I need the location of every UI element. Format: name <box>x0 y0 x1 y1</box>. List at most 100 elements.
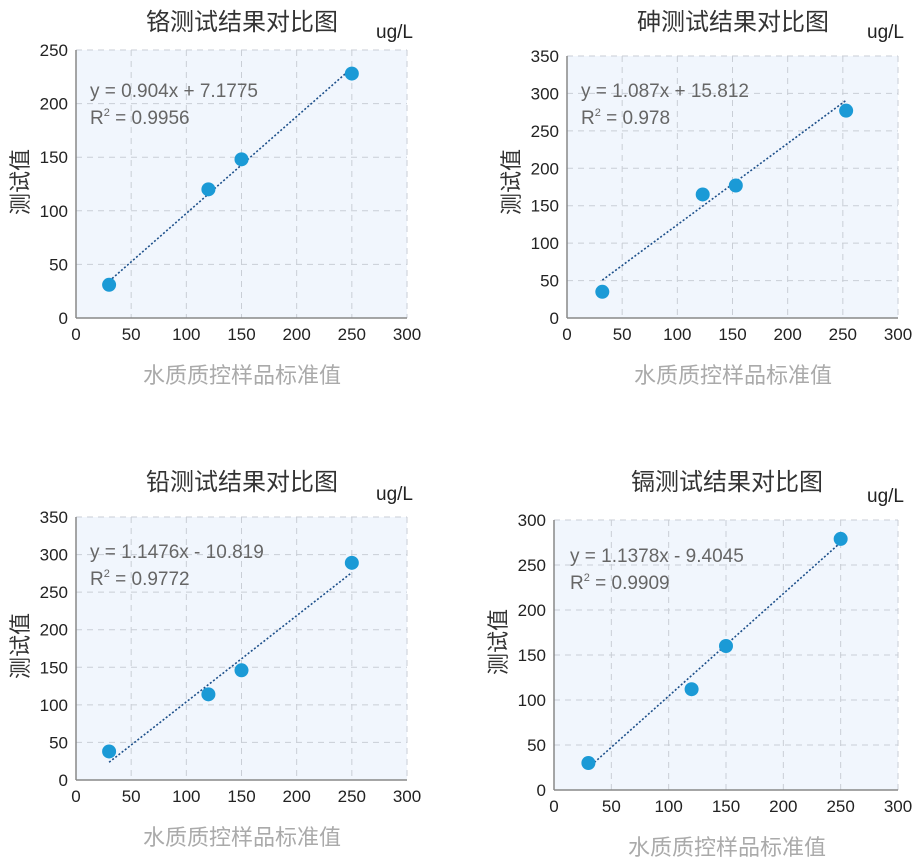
x-tick-label: 200 <box>773 325 801 344</box>
x-tick-label: 250 <box>338 787 366 806</box>
x-tick-label: 0 <box>562 325 571 344</box>
trendline <box>587 541 842 769</box>
y-tick-label: 350 <box>531 47 559 66</box>
y-tick-label: 50 <box>540 272 559 291</box>
x-tick-label: 300 <box>393 325 421 344</box>
data-point <box>102 277 117 292</box>
x-tick-label: 100 <box>654 797 682 816</box>
x-tick-label: 200 <box>282 787 310 806</box>
y-tick-label: 300 <box>518 511 546 530</box>
r-squared: R2 = 0.9909 <box>570 572 670 594</box>
y-tick-label: 250 <box>40 583 68 602</box>
data-point <box>839 103 854 118</box>
y-tick-label: 200 <box>518 601 546 620</box>
trendline <box>108 67 353 282</box>
x-tick-label: 150 <box>227 325 255 344</box>
data-point <box>234 663 249 678</box>
y-tick-label: 0 <box>537 781 546 800</box>
x-axis-label: 水质质控样品标准值 <box>142 364 342 389</box>
chart-title: 砷测试结果对比图 <box>637 8 829 36</box>
y-tick-label: 100 <box>531 234 559 253</box>
x-tick-label: 250 <box>826 797 854 816</box>
data-point <box>695 187 710 202</box>
x-tick-label: 150 <box>718 325 746 344</box>
chart-title: 镉测试结果对比图 <box>631 468 823 496</box>
data-point <box>344 66 359 81</box>
data-point <box>719 639 733 653</box>
x-tick-label: 0 <box>549 797 558 816</box>
y-tick-label: 150 <box>531 197 559 216</box>
y-tick-label: 150 <box>40 148 68 167</box>
x-tick-label: 100 <box>663 325 691 344</box>
x-tick-label: 300 <box>393 787 421 806</box>
x-tick-label: 50 <box>122 787 141 806</box>
trend-equation: y = 1.087x + 15.812 <box>581 81 749 102</box>
x-tick-label: 0 <box>71 325 80 344</box>
y-tick-label: 250 <box>40 41 68 60</box>
y-tick-label: 150 <box>518 646 546 665</box>
x-tick-label: 300 <box>884 797 912 816</box>
r-squared: R2 = 0.9956 <box>90 107 190 129</box>
trend-equation: y = 1.1378x - 9.4045 <box>570 546 744 567</box>
y-tick-label: 300 <box>531 84 559 103</box>
y-tick-label: 50 <box>49 255 68 274</box>
x-tick-label: 200 <box>769 797 797 816</box>
data-point <box>581 756 596 770</box>
x-tick-label: 0 <box>71 787 80 806</box>
x-tick-label: 100 <box>172 787 200 806</box>
y-tick-label: 300 <box>40 546 68 565</box>
y-tick-label: 350 <box>40 508 68 527</box>
data-point <box>102 744 117 759</box>
data-point <box>833 531 848 546</box>
chart-title: 铅测试结果对比图 <box>146 468 338 496</box>
data-point <box>728 178 743 193</box>
x-tick-label: 50 <box>122 325 141 344</box>
y-tick-label: 100 <box>518 691 546 710</box>
x-tick-label: 250 <box>338 325 366 344</box>
y-tick-label: 0 <box>59 309 68 328</box>
y-tick-label: 0 <box>59 771 68 790</box>
x-axis-label: 水质质控样品标准值 <box>633 364 833 389</box>
unit-label: ug/L <box>376 484 413 505</box>
data-point <box>201 182 216 197</box>
x-axis-label: 水质质控样品标准值 <box>142 826 342 851</box>
y-tick-label: 0 <box>550 309 559 328</box>
unit-label: ug/L <box>867 22 904 43</box>
y-tick-label: 150 <box>40 658 68 677</box>
data-point <box>684 682 699 697</box>
trend-equation: y = 1.1476x - 10.819 <box>90 542 264 563</box>
data-point <box>344 555 359 570</box>
data-point <box>201 687 216 702</box>
x-tick-label: 50 <box>602 797 621 816</box>
trendline <box>601 99 847 281</box>
y-tick-label: 250 <box>531 122 559 141</box>
x-tick-label: 50 <box>613 325 632 344</box>
unit-label: ug/L <box>867 486 904 507</box>
data-point <box>595 284 610 299</box>
r-squared: R2 = 0.978 <box>581 107 670 129</box>
y-tick-label: 100 <box>40 202 68 221</box>
x-tick-label: 150 <box>712 797 740 816</box>
y-tick-label: 50 <box>527 736 546 755</box>
trend-equation: y = 0.904x + 7.1775 <box>90 81 258 102</box>
y-tick-label: 100 <box>40 696 68 715</box>
unit-label: ug/L <box>376 22 413 43</box>
data-point <box>234 152 249 167</box>
chart-title: 铬测试结果对比图 <box>146 8 338 36</box>
x-tick-label: 100 <box>172 325 200 344</box>
x-tick-label: 200 <box>282 325 310 344</box>
trendline <box>108 571 353 763</box>
y-tick-label: 200 <box>531 159 559 178</box>
y-tick-label: 250 <box>518 556 546 575</box>
y-tick-label: 50 <box>49 733 68 752</box>
y-tick-label: 200 <box>40 95 68 114</box>
r-squared: R2 = 0.9772 <box>90 568 190 590</box>
x-tick-label: 300 <box>884 325 912 344</box>
x-tick-label: 250 <box>829 325 857 344</box>
x-axis-label: 水质质控样品标准值 <box>627 836 827 861</box>
x-tick-label: 150 <box>227 787 255 806</box>
